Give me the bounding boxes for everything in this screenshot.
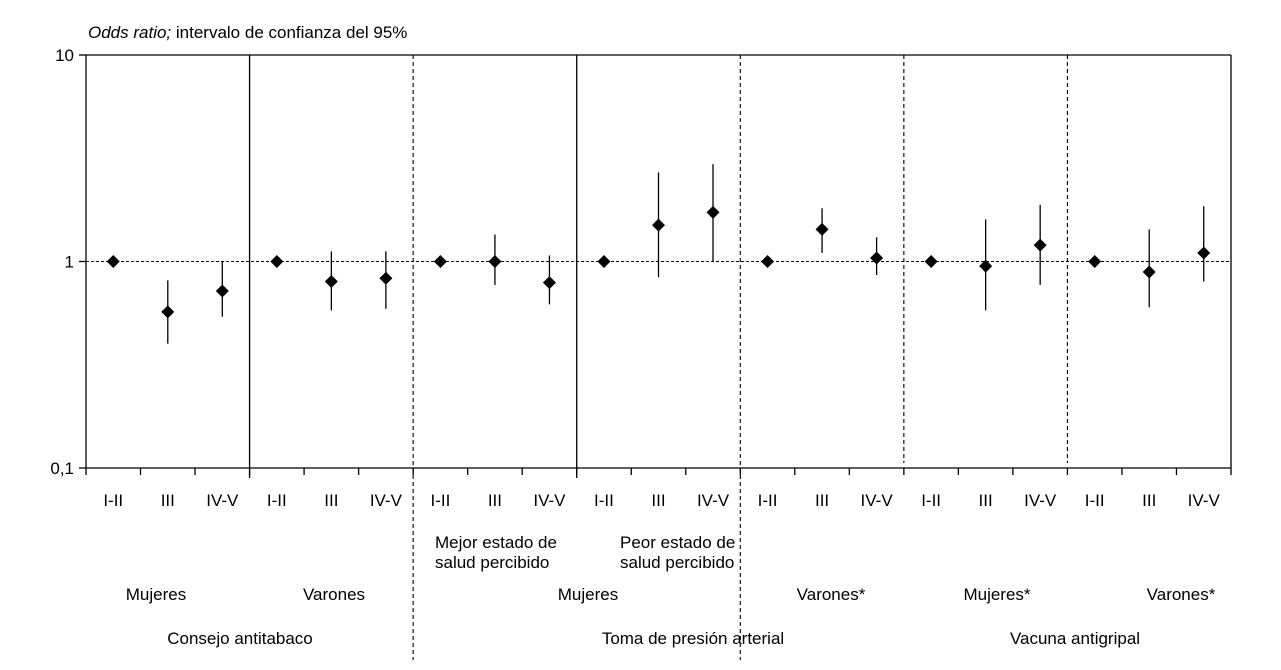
point-marker [924, 255, 938, 268]
point-marker [161, 305, 175, 319]
point-marker [270, 255, 284, 268]
x-tick-label: IV-V [1188, 491, 1221, 510]
x-tick-label: IV-V [533, 491, 566, 510]
group-dividers [248, 55, 1068, 660]
point-marker [379, 271, 393, 285]
x-tick-label: I-II [430, 491, 450, 510]
point-marker [1033, 238, 1047, 252]
point-marker [597, 255, 611, 268]
data-points [106, 164, 1211, 344]
outcome-label: Consejo antitabaco [167, 629, 313, 648]
category-labels: Mejor estado de salud percibido Peor estad… [126, 533, 1216, 648]
point-marker [215, 284, 229, 298]
point-marker [1088, 255, 1102, 268]
y-tick-label: 10 [55, 46, 74, 65]
subgroup-label-1: Mejor estado de salud percibido [435, 533, 557, 572]
sex-label: Mujeres* [963, 585, 1030, 604]
x-tick-label: I-II [758, 491, 778, 510]
point-marker [542, 276, 556, 290]
sex-label: Varones [303, 585, 365, 604]
point-marker [815, 222, 829, 236]
outcome-label: Vacuna antigripal [1010, 629, 1140, 648]
x-tick-label: IV-V [206, 491, 239, 510]
point-marker [706, 205, 720, 219]
point-marker [106, 255, 120, 268]
x-tick-label: IV-V [861, 491, 894, 510]
point-marker [761, 255, 775, 268]
outcome-label: Toma de presión arterial [602, 629, 784, 648]
point-marker [979, 259, 993, 273]
x-axis: I-II III IV-V I-II III IV-V I-II III IV-V I-II III… [85, 468, 1232, 510]
x-tick-label: III [979, 491, 993, 510]
point-marker [1142, 265, 1156, 279]
point-marker [433, 255, 447, 268]
x-tick-label: III [161, 491, 175, 510]
sex-label: Mujeres [126, 585, 186, 604]
y-tick-label: 0,1 [50, 459, 74, 478]
y-axis-title: Odds ratio; intervalo de confianza del 9… [88, 23, 407, 42]
x-tick-label: IV-V [370, 491, 403, 510]
x-tick-label: IV-V [1024, 491, 1057, 510]
point-marker [324, 275, 338, 289]
y-tick-label: 1 [65, 253, 74, 272]
x-tick-label: III [815, 491, 829, 510]
point-marker [652, 218, 665, 232]
x-tick-label: I-II [267, 491, 287, 510]
subgroup-label-2: Peor estado de salud percibido [620, 533, 735, 572]
sex-label: Mujeres [558, 585, 618, 604]
point-marker [870, 251, 884, 265]
plot-frame [85, 54, 1232, 469]
x-tick-label: IV-V [697, 491, 730, 510]
sex-label: Varones* [797, 585, 866, 604]
x-tick-label: III [488, 491, 502, 510]
x-tick-label: III [1142, 491, 1156, 510]
x-tick-label: I-II [103, 491, 123, 510]
point-marker [1197, 246, 1211, 260]
x-tick-label: I-II [1085, 491, 1105, 510]
x-tick-label: I-II [594, 491, 614, 510]
x-tick-label: III [651, 491, 665, 510]
x-tick-label: I-II [921, 491, 941, 510]
sex-label: Varones* [1147, 585, 1216, 604]
y-axis: 10 1 0,1 [50, 46, 86, 478]
x-tick-label: III [324, 491, 338, 510]
point-marker [488, 255, 502, 268]
